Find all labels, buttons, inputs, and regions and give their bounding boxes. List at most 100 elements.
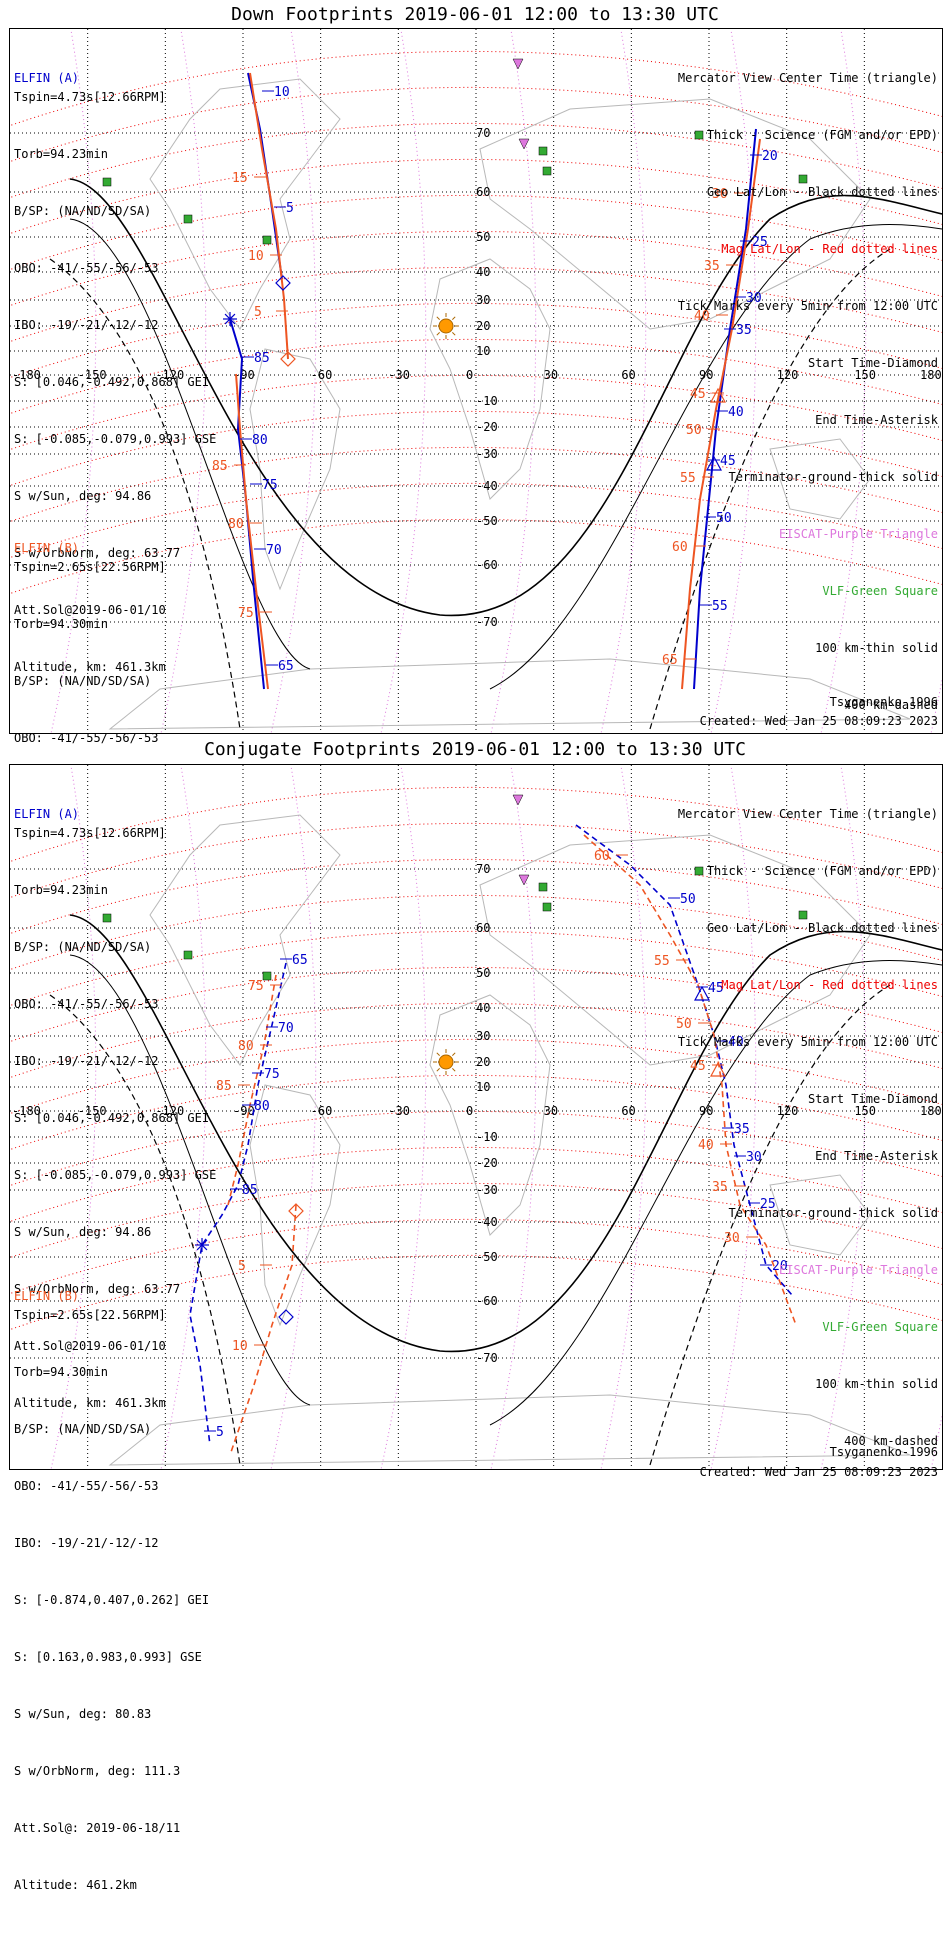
model-label: Tsyganenko-1996	[829, 1445, 938, 1459]
lon-tick-label: -120	[155, 1104, 184, 1118]
continent-outline	[249, 348, 341, 591]
continent-outline	[108, 1394, 911, 1466]
lat-tick-label: -70	[476, 615, 498, 629]
elfin-a-label: 80	[254, 1099, 270, 1114]
elfin-a-label: 45	[708, 981, 724, 996]
legend-item: Geo Lat/Lon - Black dotted lines	[706, 921, 938, 935]
dashed-400km-line	[49, 248, 891, 730]
lat-tick-label: 30	[476, 293, 490, 307]
lat-tick-label: 60	[476, 921, 490, 935]
elfin-a-label: 75	[264, 1067, 280, 1082]
mag-lat-line	[10, 822, 942, 899]
coastlines	[108, 814, 911, 1466]
elfin-b-line: S: [0.163,0.983,0.993] GSE	[14, 1650, 202, 1664]
elfin-b-track	[229, 1204, 297, 1456]
legend-item: VLF-Green Square	[822, 1320, 938, 1334]
elfin-b-label: 50	[686, 423, 702, 438]
elfin-a-label: 35	[736, 323, 752, 338]
lon-tick-label: -30	[388, 368, 410, 382]
elfin-b-label: 50	[676, 1017, 692, 1032]
elfin-b-label: 10	[248, 249, 264, 264]
elfin-b-line: Torb=94.30min	[14, 617, 108, 631]
panel-title-conjugate: Conjugate Footprints 2019-06-01 12:00 to…	[204, 739, 746, 760]
elfin-b-name: ELFIN (B)	[14, 1289, 80, 1303]
coastlines	[108, 78, 911, 730]
elfin-a-label: 25	[760, 1197, 776, 1212]
legend-item: Mercator View Center Time (triangle)	[677, 807, 938, 821]
dashed-400km-line	[49, 984, 891, 1466]
panel-title-down: Down Footprints 2019-06-01 12:00 to 13:3…	[231, 4, 719, 25]
thin-100km-line	[69, 954, 942, 1426]
continent-outline	[149, 78, 341, 330]
mag-lon-line	[270, 765, 317, 1469]
elfin-a-line: Att.Sol@2019-06-01/10	[14, 1339, 166, 1353]
mag-lat-line	[10, 966, 942, 1043]
elfin-a-label: 20	[772, 1259, 788, 1274]
lat-tick-label: -30	[476, 447, 498, 461]
legend-item: Tick Marks every 5min from 12:00 UTC	[677, 1035, 938, 1049]
lat-tick-label: 70	[476, 862, 490, 876]
elfin-b-label: 5	[254, 305, 262, 320]
terminator-line	[69, 178, 942, 617]
lon-tick-label: -150	[78, 368, 107, 382]
map-legend: Mercator View Center Time (triangle) Thi…	[678, 31, 938, 753]
elfin-a-line: S w/OrbNorm, deg: 63.77	[14, 546, 181, 560]
elfin-a-line: B/SP: (NA/ND/SD/SA)	[14, 204, 152, 218]
elfin-b-track	[681, 138, 761, 690]
vlf-square	[694, 130, 704, 140]
elfin-b-line: Torb=94.30min	[14, 1365, 108, 1379]
continent-outline	[429, 994, 551, 1236]
end-asterisk	[223, 312, 237, 326]
elfin-b-label: 65	[662, 653, 678, 668]
elfin-b-label: 40	[698, 1138, 714, 1153]
asterisk-stroke	[196, 1239, 208, 1251]
elfin-b-label: 60	[594, 849, 610, 864]
elfin-a-line: IBO: -19/-21/-12/-12	[14, 318, 159, 332]
sun-ray	[436, 332, 440, 336]
lon-tick-label: 30	[544, 368, 558, 382]
mag-lat-line	[10, 122, 942, 199]
elfin-b-label: 40	[694, 309, 710, 324]
elfin-b-track	[583, 834, 797, 1326]
legend-item: Tick Marks every 5min from 12:00 UTC	[677, 299, 938, 313]
axis-labels: -180 -150 -120 -90 -60 -30 0 30 60 90 120 150 180706…	[12, 862, 942, 1365]
legend-item: 400 km-dashed	[844, 1434, 938, 1448]
elfin-b-label: 55	[654, 954, 670, 969]
elfin-a-label: 35	[734, 1122, 750, 1137]
elfin-a-line: S w/Sun, deg: 94.86	[14, 489, 152, 503]
legend-item: EISCAT-Purple Triangle	[779, 1263, 938, 1277]
lat-tick-label: -70	[476, 1351, 498, 1365]
elfin-b-label: 80	[228, 517, 244, 532]
legend-item: Start Time-Diamond	[807, 356, 938, 370]
elfin-b-line: OBO: -41/-55/-56/-53	[14, 1479, 159, 1493]
created-label: Created: Wed Jan 25 08:09:23 2023	[699, 714, 938, 728]
elfin-a-label: 50	[680, 892, 696, 907]
lat-tick-label: -50	[476, 1250, 498, 1264]
lat-tick-label: 60	[476, 185, 490, 199]
mag-lat-line	[10, 158, 942, 235]
elfin-a-label: 55	[712, 599, 728, 614]
elfin-b-label: 30	[712, 187, 728, 202]
start-diamond	[275, 275, 291, 291]
elfin-a-line: IBO: -19/-21/-12/-12	[14, 1054, 159, 1068]
elfin-a-line: S: [-0.085,-0.079,0.993] GSE	[14, 1168, 217, 1182]
mag-grid	[10, 765, 942, 1469]
continent-outline	[479, 98, 871, 330]
lat-tick-label: -40	[476, 479, 498, 493]
vlf-square	[262, 235, 272, 245]
mag-lat-line	[10, 858, 942, 935]
legend-item: Mercator View Center Time (triangle)	[677, 71, 938, 85]
continent-outline	[769, 438, 871, 520]
elfin-b-label: 55	[680, 471, 696, 486]
elfin-a-label: 20	[762, 149, 778, 164]
axis-labels: -180 -150 -120 -90 -60 -30 0 30 60 90 120 150 180706…	[12, 126, 942, 629]
elfin-a-label: 30	[746, 1150, 762, 1165]
elfin-a-line: S w/Sun, deg: 94.86	[14, 1225, 152, 1239]
lat-tick-label: -20	[476, 1156, 498, 1170]
eiscat-triangle	[518, 138, 530, 150]
mag-lat-line	[10, 1038, 942, 1115]
lon-tick-label: -150	[78, 1104, 107, 1118]
end-asterisk	[195, 1238, 209, 1252]
vlf-square	[538, 882, 548, 892]
elfin-b-line: Tspin=2.65s[22.56RPM]	[14, 560, 166, 574]
